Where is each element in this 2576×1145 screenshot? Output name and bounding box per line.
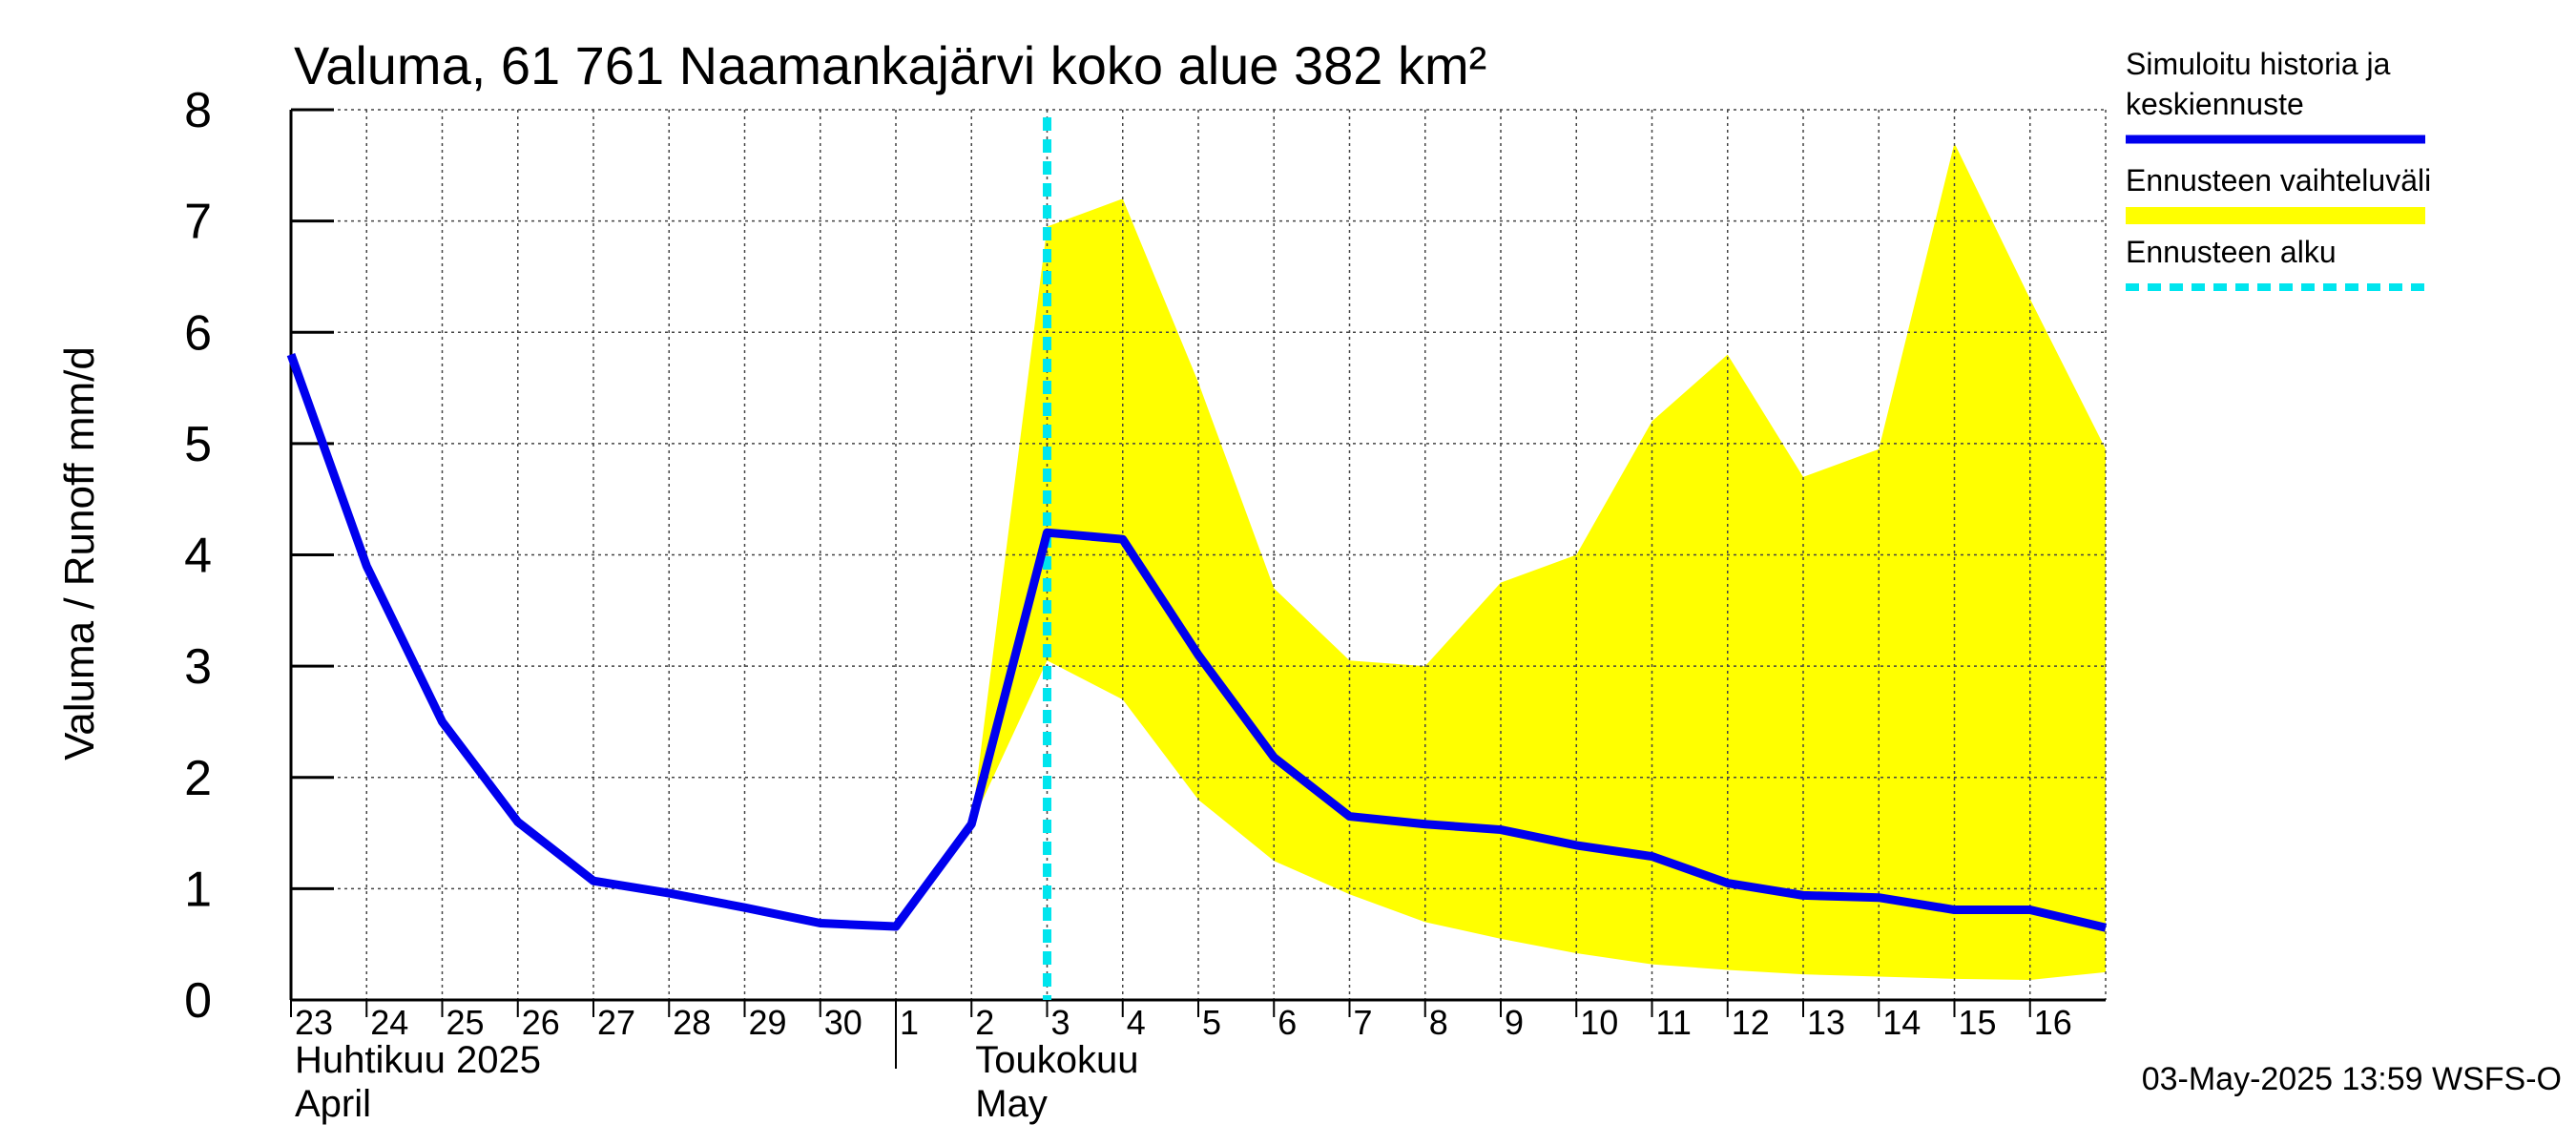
chart-title: Valuma, 61 761 Naamankajärvi koko alue 3… xyxy=(294,35,1486,95)
y-tick-label: 8 xyxy=(184,83,212,138)
x-tick-label: 9 xyxy=(1505,1003,1524,1042)
legend-label: Simuloitu historia ja xyxy=(2126,47,2391,81)
y-axis-label: Valuma / Runoff mm/d xyxy=(56,346,103,760)
footer-timestamp: 03-May-2025 13:59 WSFS-O xyxy=(2142,1061,2562,1097)
x-tick-label: 1 xyxy=(900,1003,919,1042)
x-tick-label: 8 xyxy=(1429,1003,1448,1042)
x-tick-label: 23 xyxy=(295,1003,333,1042)
x-tick-label: 28 xyxy=(673,1003,711,1042)
legend-label: keskiennuste xyxy=(2126,87,2304,121)
month-label-english: May xyxy=(975,1083,1048,1125)
y-tick-label: 5 xyxy=(184,417,212,472)
y-tick-label: 1 xyxy=(184,862,212,917)
y-tick-label: 4 xyxy=(184,529,212,584)
legend: Simuloitu historia ja keskiennuste Ennuste… xyxy=(2126,47,2431,291)
x-tick-label: 3 xyxy=(1051,1003,1070,1042)
x-tick-label: 10 xyxy=(1580,1003,1618,1042)
x-tick-label: 16 xyxy=(2034,1003,2072,1042)
y-tick-label: 6 xyxy=(184,305,212,361)
x-tick-label: 26 xyxy=(522,1003,560,1042)
forecast-range-band xyxy=(971,142,2106,981)
x-tick-label: 24 xyxy=(370,1003,408,1042)
simulated-runoff-line xyxy=(286,353,2108,932)
x-tick-label: 4 xyxy=(1127,1003,1146,1042)
x-tick-label: 27 xyxy=(597,1003,635,1042)
legend-label: Ennusteen vaihteluväli xyxy=(2126,163,2431,198)
x-tick-label: 13 xyxy=(1807,1003,1845,1042)
x-tick-label: 30 xyxy=(824,1003,862,1042)
x-tick-label: 25 xyxy=(447,1003,485,1042)
y-tick-label: 2 xyxy=(184,751,212,806)
x-tick-label: 2 xyxy=(975,1003,994,1042)
month-label: Huhtikuu 2025 xyxy=(295,1039,541,1081)
legend-label: Ennusteen alku xyxy=(2126,235,2337,269)
y-tick-label: 7 xyxy=(184,195,212,250)
month-label: Toukokuu xyxy=(975,1039,1138,1081)
x-tick-label: 15 xyxy=(1959,1003,1997,1042)
month-label-english: April xyxy=(295,1083,371,1125)
y-tick-label: 3 xyxy=(184,639,212,695)
x-tick-label: 5 xyxy=(1202,1003,1221,1042)
x-tick-label: 7 xyxy=(1354,1003,1373,1042)
y-tick-label: 0 xyxy=(184,973,212,1029)
x-tick-label: 12 xyxy=(1732,1003,1770,1042)
x-tick-label: 29 xyxy=(749,1003,787,1042)
x-tick-label: 11 xyxy=(1656,1003,1692,1042)
x-tick-label: 14 xyxy=(1882,1003,1921,1042)
x-tick-label: 6 xyxy=(1278,1003,1297,1042)
